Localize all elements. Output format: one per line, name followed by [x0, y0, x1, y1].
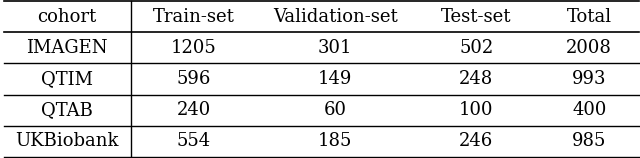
Text: Total: Total	[566, 8, 612, 26]
Text: 185: 185	[318, 132, 353, 150]
Text: 60: 60	[324, 101, 347, 119]
Text: QTIM: QTIM	[41, 70, 93, 88]
Text: cohort: cohort	[37, 8, 97, 26]
Text: 149: 149	[318, 70, 353, 88]
Text: 554: 554	[177, 132, 211, 150]
Text: 240: 240	[177, 101, 211, 119]
Text: 1205: 1205	[171, 39, 217, 57]
Text: Test-set: Test-set	[441, 8, 511, 26]
Text: UKBiobank: UKBiobank	[15, 132, 119, 150]
Text: 502: 502	[459, 39, 493, 57]
Text: 2008: 2008	[566, 39, 612, 57]
Text: 100: 100	[459, 101, 493, 119]
Text: IMAGEN: IMAGEN	[26, 39, 108, 57]
Text: Train-set: Train-set	[153, 8, 235, 26]
Text: 400: 400	[572, 101, 607, 119]
Text: 301: 301	[318, 39, 353, 57]
Text: 993: 993	[572, 70, 607, 88]
Text: 985: 985	[572, 132, 607, 150]
Text: 246: 246	[459, 132, 493, 150]
Text: 248: 248	[459, 70, 493, 88]
Text: QTAB: QTAB	[41, 101, 93, 119]
Text: Validation-set: Validation-set	[273, 8, 397, 26]
Text: 596: 596	[177, 70, 211, 88]
